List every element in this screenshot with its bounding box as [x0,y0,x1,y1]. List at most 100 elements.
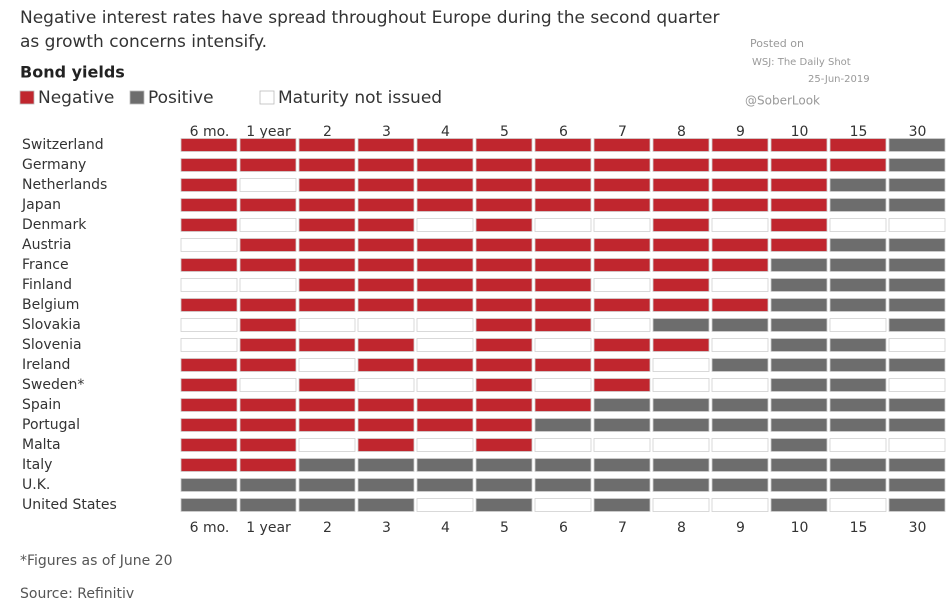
cell [652,238,710,252]
cell [829,278,887,292]
cell [298,218,356,232]
cell [888,238,946,252]
cell [888,338,946,352]
cell [298,458,356,472]
cell [711,358,769,372]
cell [888,278,946,292]
cell [829,238,887,252]
cell [416,198,474,212]
row-label: Belgium [22,297,79,313]
row-label: Germany [22,157,86,173]
cell [534,218,592,232]
cell [534,418,592,432]
column-label: 6 [559,124,568,140]
cell [770,158,828,172]
cell [770,458,828,472]
cell [475,278,533,292]
cell [357,158,415,172]
cell [711,478,769,492]
cell [416,278,474,292]
cell [770,218,828,232]
cell [711,218,769,232]
column-label: 4 [441,520,450,536]
cell [534,478,592,492]
cell [593,458,651,472]
cell [652,478,710,492]
column-label: 30 [909,124,927,140]
cell [416,218,474,232]
cell [534,238,592,252]
cell [180,258,238,272]
cell [593,198,651,212]
cell [239,198,297,212]
cell [475,318,533,332]
cell [888,178,946,192]
cell [888,358,946,372]
cell [357,238,415,252]
cell [298,278,356,292]
cell [534,438,592,452]
cell [298,158,356,172]
cell [239,138,297,152]
cell [239,258,297,272]
cell [711,158,769,172]
cell [534,318,592,332]
cell [416,398,474,412]
column-label: 15 [850,124,868,140]
cell [652,418,710,432]
row-label: United States [22,497,117,513]
cell [357,178,415,192]
cell [239,498,297,512]
cell [534,178,592,192]
cell [888,418,946,432]
cell [770,318,828,332]
cell [711,138,769,152]
row-label: Slovenia [22,337,82,353]
column-label: 15 [850,520,868,536]
cell [829,438,887,452]
cell [180,158,238,172]
cell [298,238,356,252]
cell [652,438,710,452]
cell [888,438,946,452]
cell [770,478,828,492]
cell [888,158,946,172]
cell [475,418,533,432]
cell [180,178,238,192]
cell [475,338,533,352]
cell [298,318,356,332]
cell [888,198,946,212]
cell [534,278,592,292]
cell [711,178,769,192]
cell [711,258,769,272]
row-label: Malta [22,437,61,453]
cell [652,178,710,192]
column-label: 2 [323,520,332,536]
cell [829,218,887,232]
cell [534,338,592,352]
cell [770,178,828,192]
cell [829,418,887,432]
cell [475,258,533,272]
cell [593,158,651,172]
cell [239,178,297,192]
cell [770,138,828,152]
cell [652,398,710,412]
cell [534,358,592,372]
cell [711,398,769,412]
cell [416,298,474,312]
cell [888,398,946,412]
row-label: France [22,257,69,273]
cell [711,338,769,352]
cell [357,418,415,432]
cell [416,258,474,272]
cell [534,138,592,152]
legend-swatch [259,90,275,105]
cell [298,298,356,312]
cell [829,198,887,212]
cell [357,198,415,212]
cell [829,178,887,192]
cell [475,478,533,492]
cell [593,178,651,192]
